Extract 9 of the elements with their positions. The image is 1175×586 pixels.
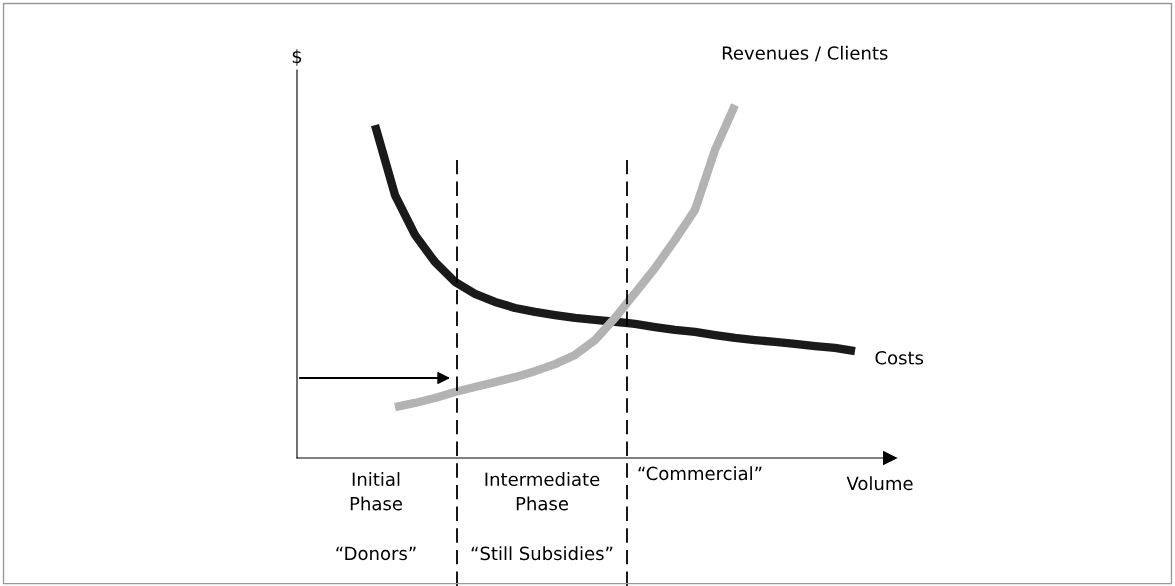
x-axis-title: Volume: [846, 476, 913, 491]
text: Intermediate Phase: [485, 472, 600, 511]
text: $: [292, 49, 302, 66]
text: Revenues / Clients: [722, 45, 888, 62]
text: “Still Subsidies”: [471, 546, 613, 561]
text: “Commercial”: [638, 466, 762, 481]
text: “Donors”: [336, 546, 416, 561]
series-label: Costs: [875, 350, 924, 365]
text: Initial Phase: [350, 472, 402, 511]
